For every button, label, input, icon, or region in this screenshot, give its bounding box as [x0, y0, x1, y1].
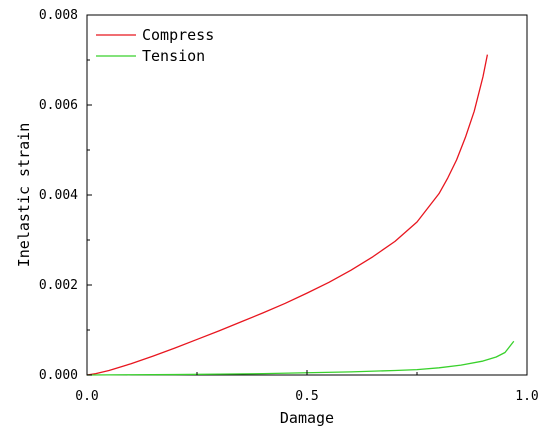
series-layer [86, 54, 515, 376]
legend: Compress Tension [96, 26, 214, 65]
y-tick-label-1: 0.002 [39, 278, 78, 293]
x-axis-title: Damage [280, 409, 334, 427]
x-tick-label-0: 0.0 [75, 389, 98, 404]
plot-frame [86, 14, 528, 376]
series-line-tension [86, 340, 515, 376]
legend-label-compress: Compress [142, 26, 214, 44]
y-axis-title: Inelastic strain [15, 123, 33, 268]
series-line-compress [86, 54, 489, 376]
x-tick-label-2: 1.0 [515, 389, 538, 404]
y-tick-label-4: 0.008 [39, 8, 78, 23]
x-tick-label-1: 0.5 [295, 389, 318, 404]
y-tick-label-2: 0.004 [39, 188, 78, 203]
y-tick-label-3: 0.006 [39, 98, 78, 113]
ticks-layer [86, 14, 528, 376]
y-tick-label-0: 0.000 [39, 368, 78, 383]
legend-label-tension: Tension [142, 47, 205, 65]
